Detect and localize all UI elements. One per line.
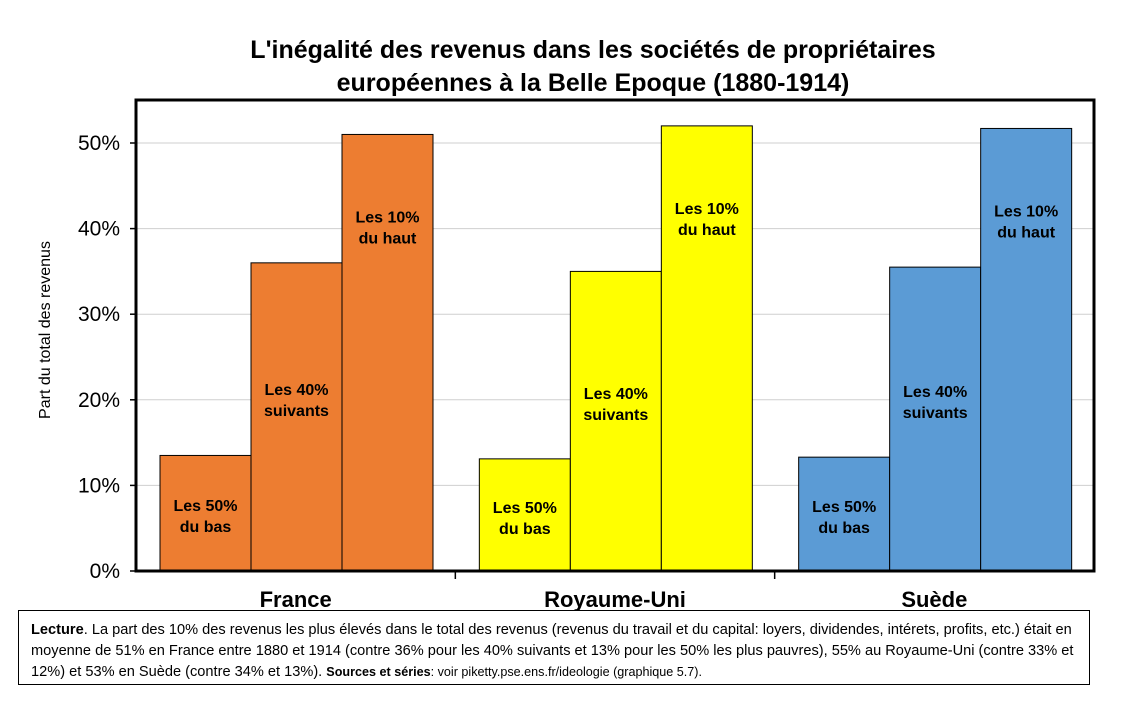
chart-title-line: européennes à la Belle Epoque (1880-1914… [337,69,850,97]
y-tick-label: 20% [78,389,120,412]
chart-title-line: L'inégalité des revenus dans les société… [250,36,935,64]
y-tick-label: 0% [90,560,120,583]
bar [660,125,753,572]
bar-label: Les 50% [812,499,876,516]
plot-frame [134,98,1096,573]
y-tick-label: 10% [78,474,120,497]
reading-note: Lecture. La part des 10% des revenus les… [18,610,1090,685]
bar-label: Les 10% [994,203,1058,220]
x-category-label: Suède [901,587,967,610]
bar-label: Les 10% [675,201,739,218]
y-tick-label: 50% [78,132,120,155]
bar [980,127,1073,572]
bar-label: du bas [180,519,232,536]
bar-label: Les 50% [173,498,237,515]
bar-label: Les 10% [355,209,419,226]
bar [478,458,571,572]
bar [250,262,343,572]
note-sources-text: : voir piketty.pse.ens.fr/ideologie (gra… [430,665,702,679]
bar-label: Les 50% [493,500,557,517]
y-axis-label: Part du total des revenus [37,241,54,419]
bar-label: du haut [359,230,417,247]
bar-label: Les 40% [264,382,328,399]
note-lecture-label: Lecture [31,622,84,638]
bar-label: du haut [997,224,1055,241]
chart-title: L'inégalité des revenus dans les société… [250,36,935,97]
chart: L'inégalité des revenus dans les société… [37,36,1096,610]
bar-label: du bas [818,520,870,537]
x-category-label: France [260,587,332,610]
bar-label: du haut [678,222,736,239]
x-category-label: Royaume-Uni [544,587,686,610]
y-tick-label: 30% [78,303,120,326]
bar [159,454,252,572]
bar [889,266,982,572]
bar [569,270,662,572]
bar-label: du bas [499,521,551,538]
y-tick-label: 40% [78,218,120,241]
note-text: . La part des 10% des revenus les plus é… [31,622,1074,680]
note-sources-label: Sources et séries [326,665,431,679]
bar-label: Les 40% [903,384,967,401]
bar [341,133,434,572]
bar-label: suivants [264,403,329,420]
bar-label: suivants [903,405,968,422]
bar-label: suivants [583,407,648,424]
bar-label: Les 40% [584,386,648,403]
bar [798,456,891,572]
